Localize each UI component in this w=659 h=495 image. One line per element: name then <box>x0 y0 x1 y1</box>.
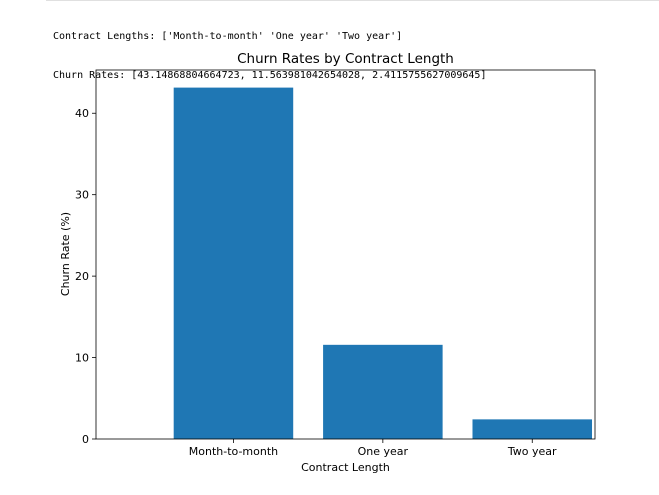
y-axis-label: Churn Rate (%) <box>59 212 72 296</box>
x-tick-label-0: Month-to-month <box>189 445 278 458</box>
y-tick-label-3: 30 <box>75 189 89 202</box>
y-tick-label-2: 20 <box>75 270 89 283</box>
cell-divider <box>46 0 659 1</box>
bar-1 <box>323 344 443 439</box>
x-tick-label-1: One year <box>358 445 409 458</box>
chart-title: Churn Rates by Contract Length <box>237 51 454 67</box>
output-line-churn-rates: Churn Rates: [43.14868804664723, 11.5639… <box>53 70 487 81</box>
bar-2 <box>472 419 593 439</box>
x-axis-label: Contract Length <box>301 461 390 474</box>
y-tick-label-0: 0 <box>82 433 89 446</box>
y-tick-label-4: 40 <box>75 107 89 120</box>
x-tick-label-2: Two year <box>507 445 557 458</box>
y-tick-label-1: 10 <box>75 352 89 365</box>
bar-0 <box>173 87 294 439</box>
plot-frame <box>95 69 596 440</box>
output-line-contract-lengths: Contract Lengths: ['Month-to-month' 'One… <box>53 31 403 42</box>
cell-output: Contract Lengths: ['Month-to-month' 'One… <box>53 4 486 95</box>
